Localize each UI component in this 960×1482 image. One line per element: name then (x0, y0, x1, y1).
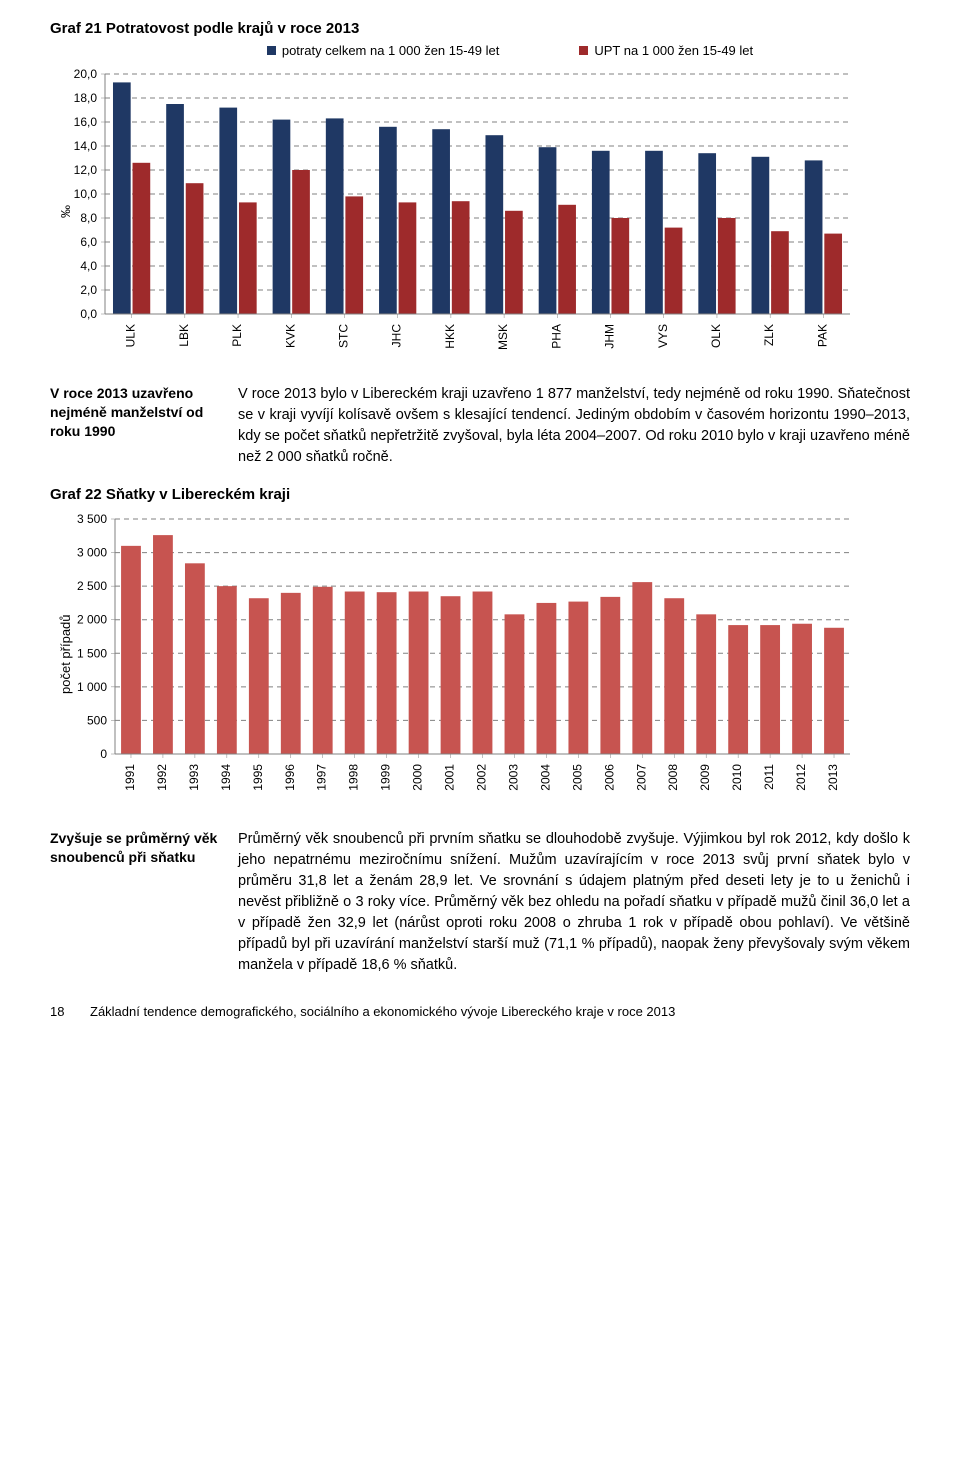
svg-text:2006: 2006 (602, 764, 616, 791)
svg-text:0,0: 0,0 (80, 307, 97, 321)
para2-side: Zvyšuje se průměrný věk snoubenců při sň… (50, 829, 220, 976)
legend-label-b: UPT na 1 000 žen 15-49 let (594, 43, 753, 58)
svg-text:12,0: 12,0 (74, 163, 98, 177)
svg-text:2008: 2008 (666, 764, 680, 791)
svg-text:2 500: 2 500 (77, 579, 107, 593)
svg-text:2001: 2001 (443, 764, 457, 791)
svg-text:HKK: HKK (443, 324, 457, 349)
svg-text:2009: 2009 (698, 764, 712, 791)
svg-text:KVK: KVK (283, 324, 297, 348)
chart2-title: Graf 22 Sňatky v Libereckém kraji (50, 486, 910, 503)
svg-text:20,0: 20,0 (74, 67, 98, 81)
para2-row: Zvyšuje se průměrný věk snoubenců při sň… (50, 829, 910, 976)
svg-text:4,0: 4,0 (80, 259, 97, 273)
svg-text:1998: 1998 (347, 764, 361, 791)
svg-text:6,0: 6,0 (80, 235, 97, 249)
chart1-ylabel: ‰ (58, 205, 73, 218)
svg-text:3 000: 3 000 (77, 546, 107, 560)
para1-side: V roce 2013 uzavřeno nejméně manželství … (50, 384, 220, 468)
chart2-area: počet případů 0 500 1 000 1 500 2 000 2 500 3 … (50, 509, 910, 809)
svg-text:2000: 2000 (411, 764, 425, 791)
svg-text:JHC: JHC (390, 324, 404, 348)
para1-body: V roce 2013 bylo v Libereckém kraji uzav… (238, 384, 910, 468)
svg-text:ULK: ULK (124, 324, 138, 347)
legend-label-a: potraty celkem na 1 000 žen 15-49 let (282, 43, 500, 58)
legend-item: potraty celkem na 1 000 žen 15-49 let (267, 43, 500, 58)
svg-text:PHA: PHA (549, 324, 563, 349)
svg-text:14,0: 14,0 (74, 139, 98, 153)
svg-text:2007: 2007 (634, 764, 648, 791)
svg-text:2004: 2004 (538, 764, 552, 791)
svg-text:1996: 1996 (283, 764, 297, 791)
svg-text:8,0: 8,0 (80, 211, 97, 225)
svg-text:1991: 1991 (123, 764, 137, 791)
svg-text:STC: STC (336, 324, 350, 348)
svg-text:1992: 1992 (155, 764, 169, 791)
chart2-ylabel: počet případů (58, 615, 73, 695)
svg-text:2002: 2002 (475, 764, 489, 791)
footer-text: Základní tendence demografického, sociál… (90, 1004, 675, 1019)
chart2-svg: 0 500 1 000 1 500 2 000 2 500 3 000 3 500 1991 19… (50, 509, 870, 809)
svg-text:VYS: VYS (656, 324, 670, 348)
chart1-area: potraty celkem na 1 000 žen 15-49 let UP… (50, 43, 910, 364)
svg-text:2,0: 2,0 (80, 283, 97, 297)
svg-text:1997: 1997 (315, 764, 329, 791)
svg-text:1995: 1995 (251, 764, 265, 791)
svg-text:2 000: 2 000 (77, 613, 107, 627)
svg-text:2011: 2011 (762, 764, 776, 790)
svg-text:500: 500 (87, 713, 107, 727)
svg-text:ZLK: ZLK (762, 324, 776, 346)
legend-item: UPT na 1 000 žen 15-49 let (579, 43, 753, 58)
svg-text:PAK: PAK (815, 324, 829, 347)
para1-row: V roce 2013 uzavřeno nejméně manželství … (50, 384, 910, 468)
page-footer: 18 Základní tendence demografického, soc… (50, 1004, 910, 1019)
svg-text:1993: 1993 (187, 764, 201, 791)
svg-text:3 500: 3 500 (77, 512, 107, 526)
svg-text:2010: 2010 (730, 764, 744, 791)
svg-text:18,0: 18,0 (74, 91, 98, 105)
svg-text:2003: 2003 (506, 764, 520, 791)
svg-text:1 500: 1 500 (77, 646, 107, 660)
legend-swatch-b (579, 46, 588, 55)
para2-body: Průměrný věk snoubenců při prvním sňatku… (238, 829, 910, 976)
svg-text:0: 0 (100, 747, 107, 761)
svg-text:2013: 2013 (826, 764, 840, 791)
svg-text:2012: 2012 (794, 764, 808, 791)
svg-text:MSK: MSK (496, 324, 510, 350)
svg-text:LBK: LBK (177, 324, 191, 347)
svg-text:1994: 1994 (219, 764, 233, 791)
chart1-title: Graf 21 Potratovost podle krajů v roce 2… (50, 20, 910, 37)
svg-text:16,0: 16,0 (74, 115, 98, 129)
svg-text:1 000: 1 000 (77, 680, 107, 694)
chart1-svg: 0,0 2,0 4,0 6,0 8,0 10,0 12,0 14,0 16,0 18,0 20,0 U… (50, 64, 870, 364)
page-number: 18 (50, 1004, 78, 1019)
svg-text:JHM: JHM (603, 324, 617, 349)
legend-swatch-a (267, 46, 276, 55)
chart1-legend: potraty celkem na 1 000 žen 15-49 let UP… (110, 43, 910, 58)
svg-text:PLK: PLK (230, 324, 244, 347)
svg-text:10,0: 10,0 (74, 187, 98, 201)
svg-text:OLK: OLK (709, 324, 723, 348)
svg-text:2005: 2005 (570, 764, 584, 791)
svg-text:1999: 1999 (379, 764, 393, 791)
